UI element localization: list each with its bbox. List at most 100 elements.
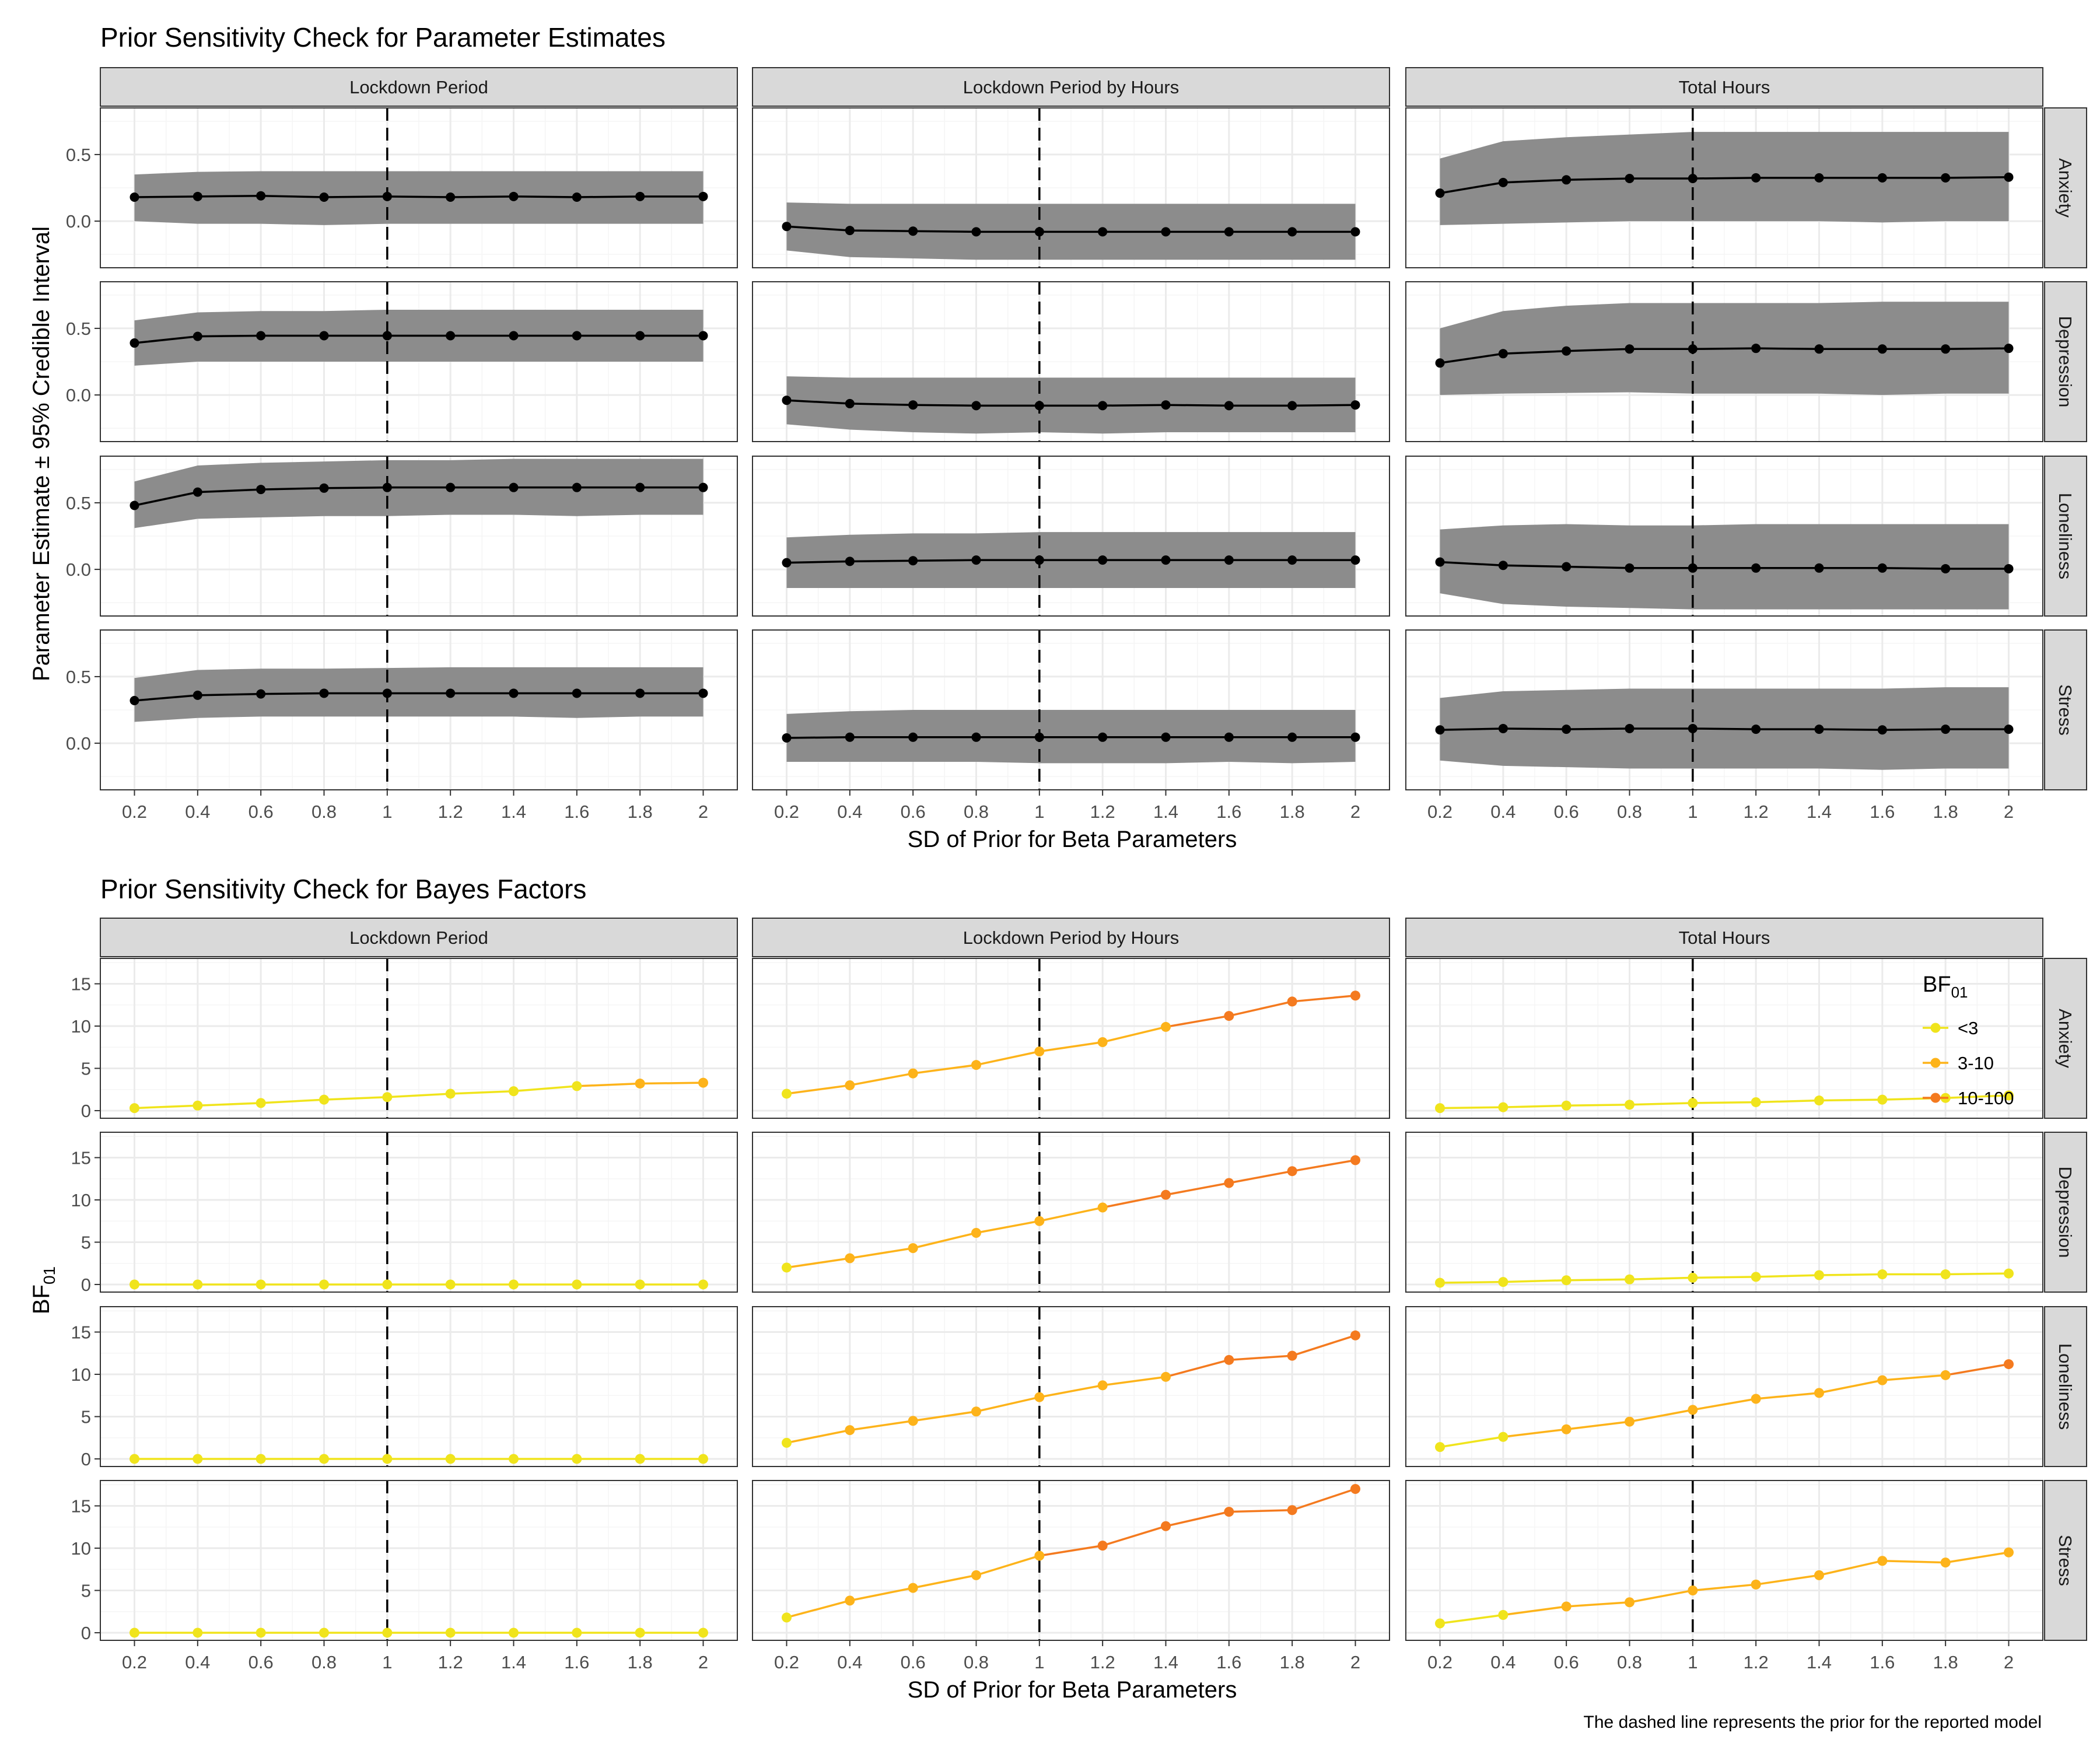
estimate-line: [1440, 727, 2009, 732]
chart1-panel-stress-lockdown-period: [100, 629, 738, 790]
bf-line-segment: [197, 1102, 261, 1107]
bf-point: [1751, 1579, 1761, 1590]
estimate-point: [1435, 725, 1445, 735]
chart2-ytick-label: 15: [71, 1496, 91, 1516]
estimate-line: [134, 334, 704, 344]
estimate-line: [786, 399, 1356, 407]
estimate-point: [382, 191, 392, 201]
bf-point: [192, 1454, 203, 1464]
bf-point: [1814, 1096, 1824, 1106]
bf-point: [1940, 1269, 1951, 1280]
bf-point: [445, 1454, 456, 1464]
estimate-point: [1224, 401, 1234, 411]
strip-label: Stress: [2055, 1535, 2076, 1586]
bf-line-segment: [1756, 1274, 1819, 1278]
bf-point: [130, 1454, 139, 1464]
chart1-xtick-label: 1.4: [1153, 802, 1178, 822]
chart2-ytick-label: 10: [71, 1538, 91, 1559]
credible-interval-ribbon: [134, 171, 704, 225]
strip-label: Lockdown Period: [349, 928, 488, 948]
bf-point: [1097, 1380, 1108, 1391]
bf-point: [635, 1079, 645, 1089]
chart2-xtick-label: 1.2: [1744, 1652, 1769, 1672]
chart1-xtick-label: 0.4: [837, 802, 862, 822]
estimate-point: [319, 192, 329, 202]
chart1-panels: Lockdown Period Lockdown Period by Hours T…: [66, 67, 2087, 822]
chart2-row-strip-depression: Depression: [2044, 1132, 2087, 1293]
bf-line-segment: [1503, 1428, 1567, 1438]
estimate-point: [1498, 723, 1508, 733]
bf-line-segment: [912, 1574, 977, 1589]
bf-line-segment: [786, 1600, 850, 1619]
bf-point: [1814, 1388, 1824, 1398]
chart1-xtick-label: 0.8: [1617, 802, 1642, 822]
bf-point: [192, 1100, 203, 1111]
chart2-xtick-label: 1.2: [1090, 1652, 1115, 1672]
bf-line-segment: [1819, 1560, 1883, 1577]
estimate-point: [446, 688, 456, 698]
panel-border: [1405, 281, 2043, 442]
bf-point: [509, 1628, 519, 1638]
bf-point: [2004, 1268, 2014, 1279]
bf-line-segment: [1566, 1278, 1630, 1282]
bf-point: [1350, 1483, 1360, 1494]
bf-point: [971, 1570, 981, 1580]
chart2-ylabel: BF01: [29, 1266, 58, 1314]
chart2-ytick-label: 0: [81, 1101, 91, 1121]
estimate-point: [971, 732, 981, 742]
estimate-point: [1877, 173, 1887, 183]
bf-point: [256, 1628, 266, 1638]
bf-point: [782, 1612, 792, 1623]
chart1-row-strip-depression: Depression: [2044, 281, 2087, 442]
bf-line-segment: [1566, 1420, 1630, 1430]
estimate-point: [1625, 723, 1634, 733]
estimate-point: [1814, 563, 1824, 573]
panel-border: [752, 281, 1390, 442]
bf-line-segment: [1440, 1106, 1503, 1110]
chart1-xtick-label: 0.6: [249, 802, 274, 822]
chart1-title: Prior Sensitivity Check for Parameter Es…: [100, 22, 666, 52]
bf-point: [1161, 1021, 1171, 1032]
estimate-point: [192, 690, 202, 700]
chart1-xtick-label: 0.8: [964, 802, 989, 822]
estimate-point: [192, 331, 202, 341]
estimate-point: [1435, 557, 1445, 567]
estimate-point: [1625, 563, 1634, 573]
chart2-panel-stress-lockdown-period-by-hours: [752, 1480, 1390, 1641]
estimate-point: [1562, 346, 1572, 356]
estimate-point: [908, 732, 918, 742]
chart1-panel-depression-total-hours: [1405, 281, 2043, 442]
strip-label: Stress: [2055, 684, 2076, 736]
bf-point: [698, 1628, 708, 1638]
bf-point: [1287, 996, 1297, 1007]
chart1-xtick-label: 1.2: [1090, 802, 1115, 822]
bf-line-segment: [1039, 1384, 1103, 1398]
estimate-point: [1751, 563, 1761, 573]
bf-point: [1625, 1100, 1634, 1110]
chart2-xtick-label: 1.6: [1216, 1652, 1241, 1672]
bf-line-segment: [849, 1587, 914, 1602]
estimate-point: [1498, 177, 1508, 187]
chart1-panel-loneliness-lockdown-period-by-hours: [752, 456, 1390, 617]
chart2-panel-depression-total-hours: [1405, 1132, 2043, 1293]
bf-line-segment: [1166, 1182, 1230, 1196]
estimate-point: [782, 396, 792, 405]
chart2-ylabel-main: BF: [29, 1284, 54, 1314]
estimate-point: [509, 482, 519, 492]
bf-point: [572, 1454, 582, 1464]
bf-point: [1350, 991, 1360, 1001]
bf-point: [256, 1098, 266, 1108]
bf-point: [1435, 1442, 1445, 1452]
bf-line-segment: [849, 1072, 914, 1087]
chart1-row-strip-stress: Stress: [2044, 629, 2087, 790]
estimate-point: [446, 482, 456, 492]
estimate-point: [635, 191, 645, 201]
chart2-xtick-label: 2: [2004, 1652, 2014, 1672]
panel-border: [1405, 1132, 2043, 1293]
chart2-xtick-label: 0.6: [901, 1652, 926, 1672]
estimate-point: [1098, 401, 1108, 411]
bf-line-segment: [1692, 1276, 1756, 1279]
chart2-ytick-label: 5: [81, 1058, 91, 1079]
bf-point: [1224, 1178, 1234, 1188]
estimate-point: [1161, 555, 1171, 565]
